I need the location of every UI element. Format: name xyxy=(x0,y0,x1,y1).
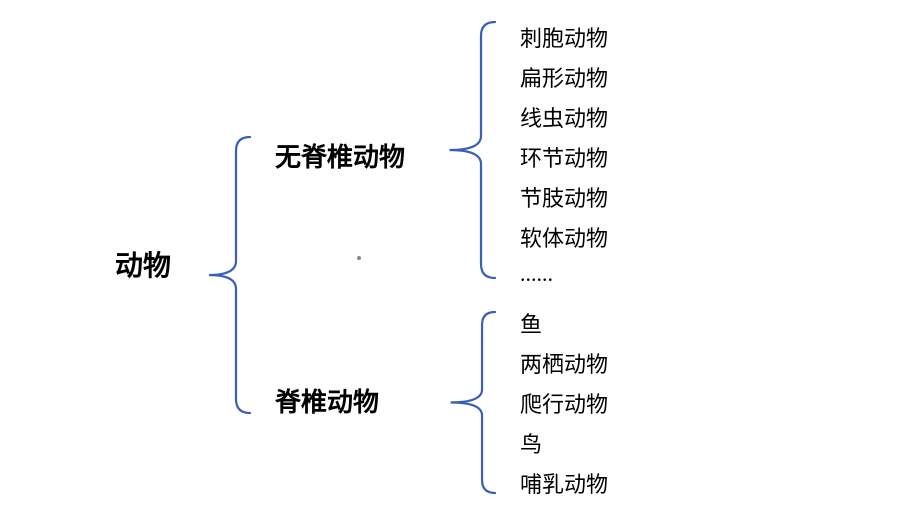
leaf-bird: 鸟 xyxy=(520,427,542,459)
leaf-annelid: 环节动物 xyxy=(520,141,608,173)
brace-group1 xyxy=(425,20,495,280)
leaf-arthropod: 节肢动物 xyxy=(520,181,608,213)
leaf-reptile: 爬行动物 xyxy=(520,387,608,419)
leaf-mammal: 哺乳动物 xyxy=(520,467,608,499)
leaf-amphibian: 两栖动物 xyxy=(520,347,608,379)
category-vertebrate: 脊椎动物 xyxy=(275,382,379,419)
leaf-nematode: 线虫动物 xyxy=(520,101,608,133)
root-node: 动物 xyxy=(115,244,171,284)
leaf-fish: 鱼 xyxy=(520,307,542,339)
leaf-cnidaria: 刺胞动物 xyxy=(520,21,608,53)
leaf-ellipsis: ...... xyxy=(520,261,553,287)
leaf-mollusk: 软体动物 xyxy=(520,221,608,253)
leaf-flatworm: 扁形动物 xyxy=(520,61,608,93)
brace-root xyxy=(190,135,250,415)
center-dot xyxy=(357,256,361,260)
brace-group2 xyxy=(425,310,495,495)
category-invertebrate: 无脊椎动物 xyxy=(275,137,405,174)
